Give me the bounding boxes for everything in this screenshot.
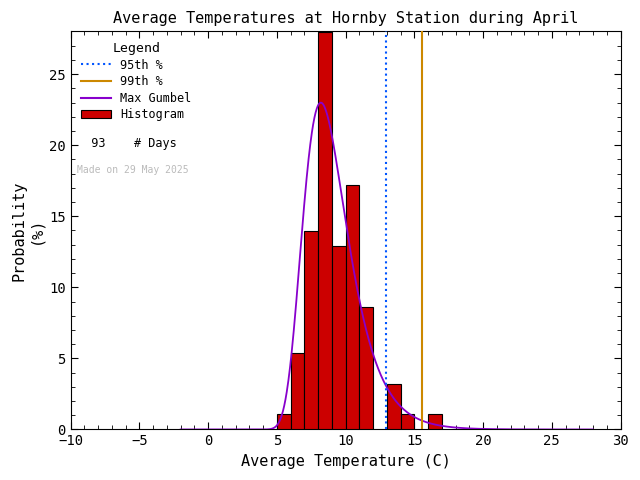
Bar [277, 414, 291, 430]
Bar [401, 414, 414, 430]
Bar [332, 246, 346, 430]
X-axis label: Average Temperature (C): Average Temperature (C) [241, 454, 451, 469]
Bar [291, 353, 305, 430]
Title: Average Temperatures at Hornby Station during April: Average Temperatures at Hornby Station d… [113, 11, 579, 26]
Text: 93    # Days: 93 # Days [77, 137, 177, 150]
Legend: 95th %, 99th %, Max Gumbel, Histogram: 95th %, 99th %, Max Gumbel, Histogram [77, 37, 196, 126]
Bar [359, 307, 373, 430]
Text: Made on 29 May 2025: Made on 29 May 2025 [77, 165, 189, 175]
Bar [346, 185, 359, 430]
Bar [428, 414, 442, 430]
Bar [318, 32, 332, 430]
Bar [387, 384, 401, 430]
Bar [305, 231, 318, 430]
Y-axis label: Probability
(%): Probability (%) [11, 180, 44, 281]
